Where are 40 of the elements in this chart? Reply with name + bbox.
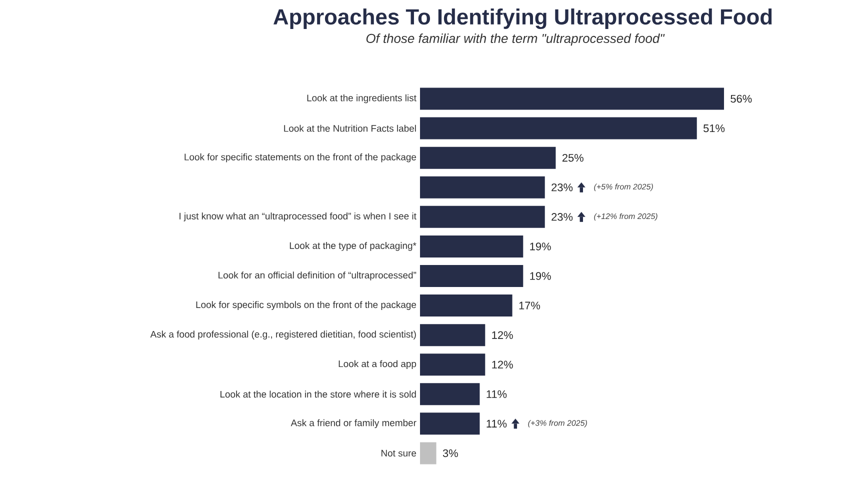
y-tick-label: Look at the Nutrition Facts label [284, 124, 416, 132]
y-tick-label: Look for an official definition of “ultraprocessed” [218, 272, 416, 280]
data-label: 23% [552, 213, 573, 221]
y-tick-label: Ask a food professional (e.g., registered dietitian, food scientist) [150, 330, 416, 340]
bar [420, 264, 524, 287]
data-label: 25% [562, 154, 584, 162]
bar [420, 146, 556, 169]
bar [420, 324, 486, 346]
bar [420, 294, 512, 317]
data-label: 51% [704, 124, 725, 132]
bar [420, 176, 545, 198]
y-tick-label: Ask a friend or family member [290, 419, 416, 428]
data-label: 23% [552, 184, 573, 192]
y-tick-label: I just know what an “ultraprocessed food” is when I see it [180, 212, 416, 222]
y-tick-label: Look at the location in the store where it is sold [220, 390, 416, 398]
bar [420, 235, 524, 258]
data-label: 11% [486, 390, 507, 398]
data-label: 3% [442, 449, 458, 458]
chart-title: Approaches To Identifying Ultraprocessed Food [274, 8, 772, 30]
y-tick-label: Look at a food app [338, 360, 416, 370]
bar [420, 206, 545, 228]
bar [420, 442, 436, 464]
bar [420, 412, 480, 435]
data-label: 17% [519, 302, 540, 310]
y-tick-label: Look for specific symbols on the front of the package [196, 301, 416, 310]
y-tick-label: Not sure [382, 450, 416, 457]
y-tick-label: Look for specific statements on the front of the package [184, 153, 416, 162]
data-label: 11% [486, 420, 507, 428]
chart-subtitle: Of those familiar with the term "ultraprocessed food" [366, 34, 665, 46]
bar [420, 354, 486, 376]
bar [420, 383, 480, 406]
data-label: 12% [492, 360, 513, 368]
y-tick-label: Look at the ingredients list [307, 94, 416, 104]
bar [420, 117, 697, 140]
data-label: 19% [530, 242, 551, 250]
data-label: 56% [730, 94, 752, 103]
data-label: 19% [530, 272, 551, 280]
y-tick-label: Look at the type of packaging* [290, 242, 416, 251]
bar [420, 88, 724, 110]
data-label: 12% [492, 331, 513, 339]
